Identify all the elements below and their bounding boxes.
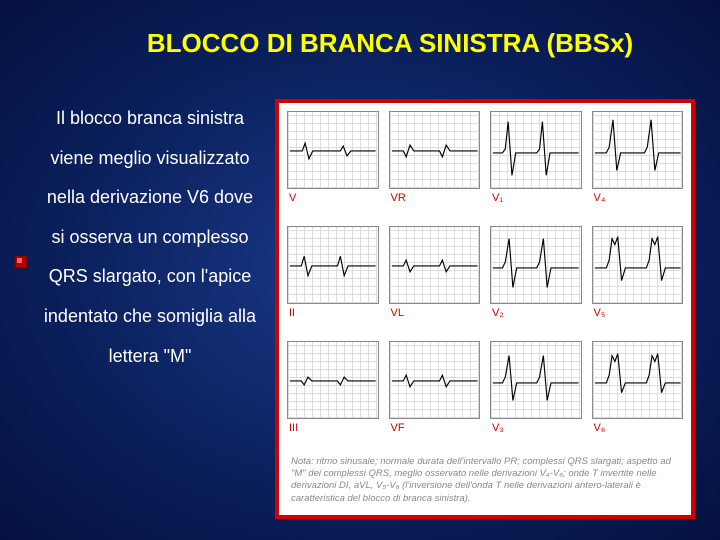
- ecg-trace: [287, 226, 379, 304]
- ecg-trace: [389, 226, 481, 304]
- ecg-lead-label: V₃: [490, 422, 582, 434]
- ecg-cell: V₁: [490, 111, 582, 220]
- ecg-cell: V: [287, 111, 379, 220]
- slide-title: BLOCCO DI BRANCA SINISTRA (BBSx): [0, 0, 720, 69]
- ecg-trace: [592, 111, 684, 189]
- content-row: Il blocco branca sinistra viene meglio v…: [0, 69, 720, 529]
- ecg-trace: [490, 111, 582, 189]
- figure-column: V VR V₁ V₄ II VL V₂ V₅ III VF V₃ V₆ Nota: ritmo sin…: [270, 99, 710, 519]
- ecg-panel: V VR V₁ V₄ II VL V₂ V₅ III VF V₃ V₆ Nota: ritmo sin…: [275, 99, 695, 519]
- ecg-lead-label: V₄: [592, 192, 684, 204]
- ecg-lead-label: V: [287, 192, 379, 204]
- ecg-lead-label: VL: [389, 307, 481, 319]
- ecg-cell: VR: [389, 111, 481, 220]
- ecg-cell: VL: [389, 226, 481, 335]
- bullet-icon: [14, 255, 28, 269]
- ecg-cell: V₃: [490, 341, 582, 450]
- ecg-cell: V₅: [592, 226, 684, 335]
- ecg-trace: [287, 111, 379, 189]
- ecg-lead-label: VF: [389, 422, 481, 434]
- ecg-trace: [389, 111, 481, 189]
- ecg-trace: [389, 341, 481, 419]
- ecg-trace: [592, 341, 684, 419]
- body-text: Il blocco branca sinistra viene meglio v…: [40, 99, 270, 519]
- ecg-lead-label: V₅: [592, 307, 684, 319]
- ecg-note: Nota: ritmo sinusale; normale durata del…: [287, 450, 683, 507]
- ecg-trace: [592, 226, 684, 304]
- ecg-cell: V₂: [490, 226, 582, 335]
- ecg-lead-label: III: [287, 422, 379, 434]
- ecg-cell: II: [287, 226, 379, 335]
- ecg-grid: V VR V₁ V₄ II VL V₂ V₅ III VF V₃ V₆: [287, 111, 683, 450]
- ecg-lead-label: VR: [389, 192, 481, 204]
- ecg-cell: V₆: [592, 341, 684, 450]
- ecg-lead-label: II: [287, 307, 379, 319]
- ecg-lead-label: V₆: [592, 422, 684, 434]
- ecg-trace: [490, 341, 582, 419]
- ecg-cell: III: [287, 341, 379, 450]
- ecg-lead-label: V₁: [490, 192, 582, 204]
- ecg-trace: [287, 341, 379, 419]
- ecg-lead-label: V₂: [490, 307, 582, 319]
- ecg-cell: VF: [389, 341, 481, 450]
- ecg-cell: V₄: [592, 111, 684, 220]
- ecg-trace: [490, 226, 582, 304]
